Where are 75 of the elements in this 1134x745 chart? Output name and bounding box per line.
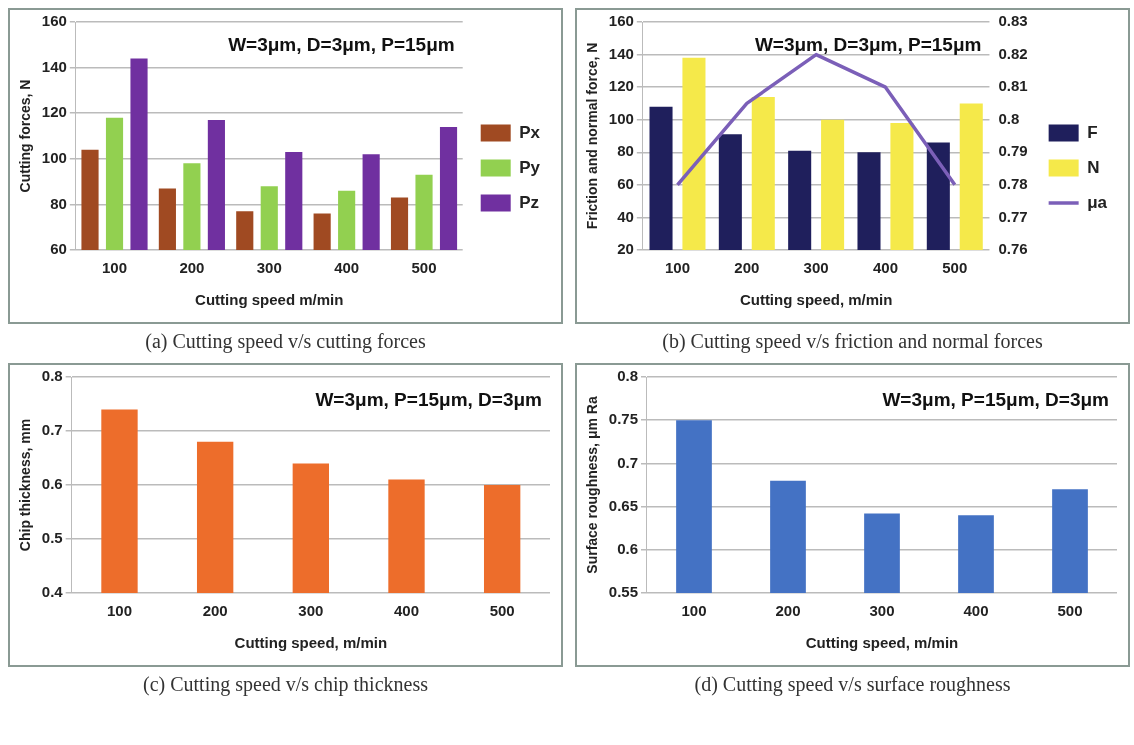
annotation: W=3μm, D=3μm, P=15μm: [228, 34, 455, 56]
y-tick-label: 0.55: [608, 583, 638, 601]
legend-label: N: [1087, 157, 1100, 177]
x-axis-title: Cutting speed, m/min: [234, 634, 388, 652]
x-tick-label: 300: [869, 602, 895, 620]
x-tick-label: 400: [872, 259, 898, 277]
x-tick-label: 100: [102, 259, 128, 277]
legend-label: F: [1087, 122, 1098, 142]
x-tick-label: 200: [179, 259, 205, 277]
legend-label: μa: [1087, 192, 1108, 212]
y-tick-label: 160: [41, 12, 67, 30]
y-tick-label: 140: [608, 44, 634, 62]
y-tick-label: 20: [617, 240, 634, 258]
y2-tick-label: 0.76: [998, 240, 1028, 258]
y-tick-label: 40: [617, 207, 634, 225]
x-axis-title: Cutting speed, m/min: [805, 634, 959, 652]
x-tick-label: 200: [202, 602, 228, 620]
x-tick-label: 500: [942, 259, 968, 277]
legend-label: Px: [519, 122, 541, 142]
y-tick-label: 0.7: [41, 421, 63, 439]
y2-tick-label: 0.8: [998, 109, 1020, 127]
y-tick-label: 0.75: [608, 410, 638, 428]
y-tick-label: 0.4: [41, 583, 64, 601]
x-tick-label: 500: [411, 259, 437, 277]
y-tick-label: 0.5: [41, 529, 63, 547]
y-tick-label: 100: [41, 148, 67, 166]
x-tick-label: 300: [803, 259, 829, 277]
x-tick-label: 500: [489, 602, 515, 620]
legend-label: Pz: [519, 192, 540, 212]
y2-tick-label: 0.83: [998, 12, 1028, 30]
y-tick-label: 80: [617, 142, 634, 160]
x-tick-label: 200: [734, 259, 760, 277]
annotation: W=3μm, P=15μm, D=3μm: [882, 389, 1109, 411]
y-tick-label: 140: [41, 57, 67, 75]
y-axis-title: Friction and normal force, N: [584, 42, 601, 230]
y-tick-label: 0.7: [617, 453, 638, 471]
text: (c) Cutting speed v/s chip thickness: [142, 673, 429, 696]
y-tick-label: 80: [50, 194, 67, 212]
x-tick-label: 100: [106, 602, 132, 620]
annotation: W=3μm, D=3μm, P=15μm: [754, 34, 982, 56]
x-tick-label: 100: [664, 259, 690, 277]
y2-tick-label: 0.79: [998, 142, 1028, 160]
text: (b) Cutting speed v/s friction and normal forces: [661, 330, 1044, 353]
y-tick-label: 60: [617, 175, 634, 192]
y2-tick-label: 0.77: [998, 207, 1028, 225]
x-tick-label: 400: [393, 602, 420, 620]
y-tick-label: 0.8: [41, 367, 63, 385]
y-tick-label: 120: [608, 77, 634, 95]
y-tick-label: 0.65: [608, 496, 638, 514]
y2-tick-label: 0.82: [998, 44, 1028, 62]
y-tick-label: 60: [50, 240, 67, 258]
y-tick-label: 0.6: [617, 539, 638, 557]
y-tick-label: 0.8: [617, 367, 638, 385]
y-tick-label: 160: [608, 12, 634, 30]
x-tick-label: 300: [298, 602, 324, 620]
x-axis-title: Cutting speed m/min: [195, 291, 344, 309]
x-tick-label: 100: [681, 602, 707, 620]
x-tick-label: 300: [256, 259, 282, 277]
text: (a) Cutting speed v/s cutting forces: [144, 330, 427, 353]
text: (d) Cutting speed v/s surface roughness: [693, 673, 1012, 696]
y2-tick-label: 0.81: [998, 77, 1028, 95]
y-tick-label: 120: [41, 103, 67, 121]
x-tick-label: 200: [775, 602, 801, 620]
x-tick-label: 400: [334, 259, 360, 277]
x-tick-label: 500: [1057, 602, 1083, 620]
y-axis-title: Surface roughness, μm Ra: [584, 396, 601, 574]
y-tick-label: 0.6: [41, 475, 63, 493]
y-tick-label: 100: [608, 109, 634, 127]
annotation: W=3μm, P=15μm, D=3μm: [315, 389, 542, 411]
y-axis-title: Chip thickness, mm: [17, 418, 34, 552]
x-tick-label: 400: [963, 602, 989, 620]
y-axis-title: Cutting forces, N: [17, 79, 34, 193]
x-axis-title: Cutting speed, m/min: [739, 291, 893, 309]
legend-label: Py: [519, 157, 541, 177]
y2-tick-label: 0.78: [998, 175, 1028, 192]
